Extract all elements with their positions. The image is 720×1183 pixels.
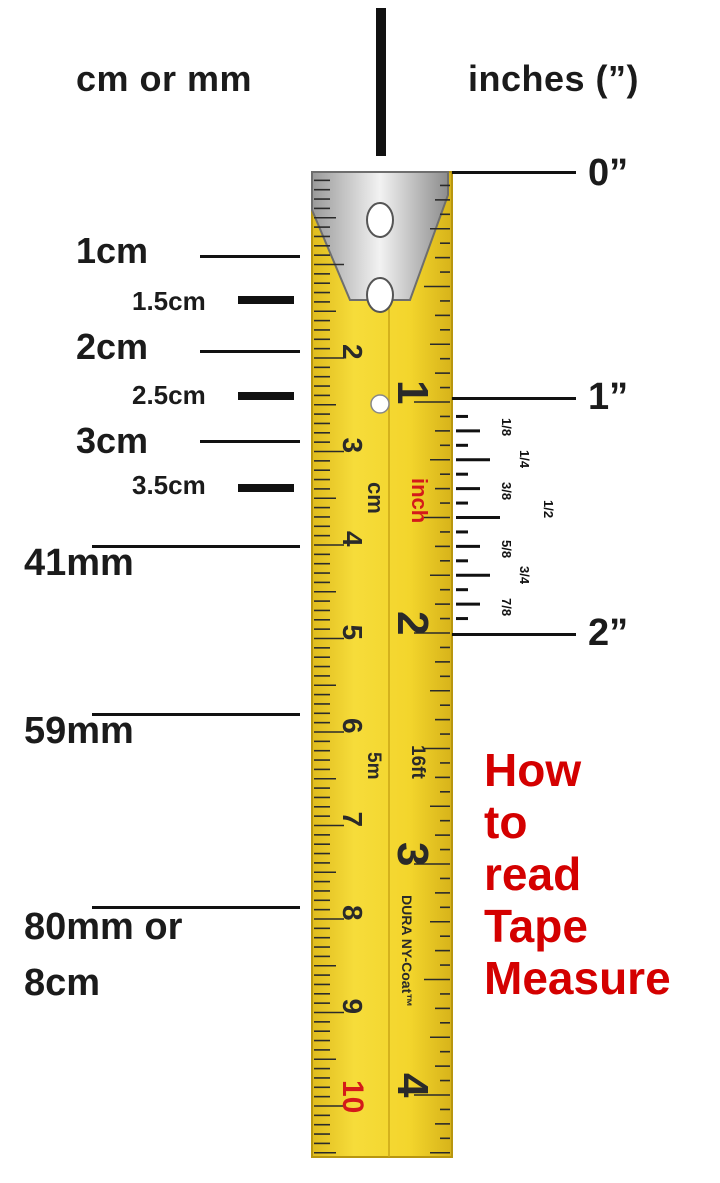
mm-ticks	[314, 179, 344, 1154]
inch-numbers: 1 2 3 4	[388, 380, 437, 1098]
label-41mm: 41mm	[24, 542, 134, 584]
fraction-1-4: 1/4	[517, 450, 532, 469]
fraction-7-8: 7/8	[499, 598, 514, 616]
pointer-1-inch	[452, 397, 576, 400]
pointer-2cm	[200, 350, 300, 353]
fraction-1-8: 1/8	[499, 418, 514, 436]
fraction-3-8: 3/8	[499, 482, 514, 500]
title-line-2: to	[484, 796, 528, 848]
cm-number: 6	[337, 718, 368, 734]
inch-number: 3	[388, 842, 437, 866]
cm-number: 5	[337, 625, 368, 641]
fraction-5-8: 5/8	[499, 540, 514, 558]
inch-word: inch	[407, 478, 432, 523]
pointer-2-inch	[452, 633, 576, 636]
cm-number: 10	[336, 1080, 369, 1113]
label-2-5cm: 2.5cm	[132, 380, 206, 410]
inch-number: 4	[388, 1073, 437, 1098]
label-3cm: 3cm	[76, 420, 149, 461]
title-line-3: read	[484, 848, 582, 900]
hook-rivet-top	[366, 202, 394, 238]
label-8cm: 8cm	[24, 962, 101, 1004]
cm-number: 2	[337, 344, 368, 360]
pointer-3cm	[200, 440, 300, 443]
header-divider	[376, 8, 386, 156]
cm-number: 3	[337, 438, 368, 454]
pointer-80mm	[92, 906, 300, 909]
title: How to read Tape Measure	[484, 744, 714, 1004]
pointer-1-5cm	[238, 296, 294, 304]
label-2-inch: 2”	[588, 612, 629, 654]
cm-number: 9	[337, 999, 368, 1015]
label-1-inch: 1”	[588, 376, 629, 418]
pointer-2-5cm	[238, 392, 294, 400]
pointer-3-5cm	[238, 484, 294, 492]
cm-number: 7	[337, 812, 368, 828]
hook-rivet-bottom	[366, 277, 394, 313]
inches-header: inches (”)	[468, 58, 640, 99]
pointer-41mm	[92, 545, 300, 548]
m-mark: 5m	[363, 752, 384, 779]
cm-number: 8	[337, 905, 368, 921]
tape-body	[311, 171, 453, 1158]
label-3-5cm: 3.5cm	[132, 470, 206, 500]
label-1cm: 1cm	[76, 230, 149, 271]
cm-unit: cm	[363, 482, 388, 514]
cm-header: cm or mm	[76, 58, 253, 99]
tape-hole	[370, 394, 390, 414]
pointer-1cm	[200, 255, 300, 258]
pointer-59mm	[92, 713, 300, 716]
inch-number: 1	[388, 380, 437, 404]
title-line-4: Tape	[484, 900, 588, 952]
label-2cm: 2cm	[76, 326, 149, 367]
fraction-ticks	[456, 414, 500, 621]
ft-mark: 16ft	[407, 745, 428, 779]
title-line-1: How	[484, 744, 582, 796]
inch-number: 2	[388, 611, 437, 635]
label-80mm: 80mm or	[24, 906, 183, 948]
cm-numbers: 2 3 4 5 6 7 8 9 10	[336, 344, 369, 1113]
brand: DURA NY-Coat™	[399, 895, 415, 1007]
title-line-5: Measure	[484, 952, 671, 1004]
label-59mm: 59mm	[24, 710, 134, 752]
inch-ticks	[414, 184, 450, 1154]
fraction-3-4: 3/4	[517, 566, 532, 585]
cm-number: 4	[337, 531, 368, 547]
label-1-5cm: 1.5cm	[132, 286, 206, 316]
label-0-inch: 0”	[588, 152, 629, 194]
pointer-0-inch	[452, 171, 576, 174]
fraction-1-2: 1/2	[541, 500, 556, 518]
